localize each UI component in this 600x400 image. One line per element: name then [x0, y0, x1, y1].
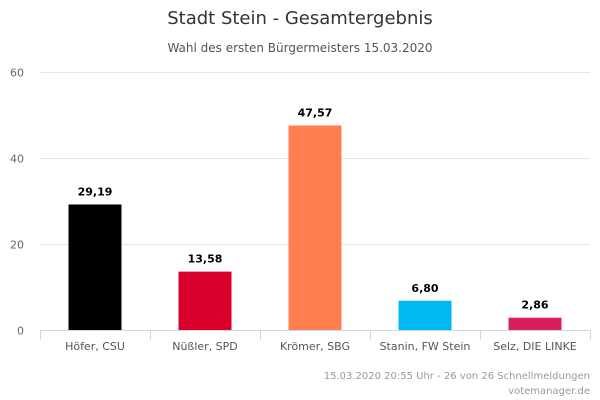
data-label-2: 47,57: [298, 106, 333, 119]
chart-subtitle: Wahl des ersten Bürgermeisters 15.03.202…: [167, 41, 432, 55]
credits-line-1[interactable]: 15.03.2020 20:55 Uhr - 26 von 26 Schnell…: [324, 371, 590, 382]
data-label-1: 13,58: [188, 253, 223, 266]
x-tick-label-1: Nüßler, SPD: [172, 340, 238, 353]
x-tick-label-3: Stanin, FW Stein: [380, 340, 471, 353]
y-tick-label-0: 0: [17, 325, 24, 338]
y-tick-label-40: 40: [10, 153, 24, 166]
x-tick-label-4: Selz, DIE LINKE: [493, 340, 577, 353]
bar-4[interactable]: [508, 317, 562, 330]
y-tick-label-20: 20: [10, 239, 24, 252]
y-tick-label-60: 60: [10, 67, 24, 80]
bars: [68, 125, 562, 330]
bar-0[interactable]: [68, 204, 122, 330]
data-label-0: 29,19: [78, 185, 113, 198]
bar-1[interactable]: [178, 271, 232, 330]
bar-2[interactable]: [288, 125, 342, 330]
chart-title: Stadt Stein - Gesamtergebnis: [167, 8, 433, 29]
data-labels: 29,19 13,58 47,57 6,80 2,86: [76, 105, 550, 313]
data-label-3: 6,80: [411, 282, 438, 295]
axes: 0 20 40 60 Höfer, CSU Nüßler, SPD Krömer, SBG S…: [10, 67, 591, 353]
x-tick-label-0: Höfer, CSU: [65, 340, 125, 353]
data-label-4: 2,86: [521, 299, 548, 312]
x-tick-label-2: Krömer, SBG: [280, 340, 350, 353]
bar-3[interactable]: [398, 300, 452, 330]
credits-line-2[interactable]: votemanager.de: [508, 386, 590, 397]
